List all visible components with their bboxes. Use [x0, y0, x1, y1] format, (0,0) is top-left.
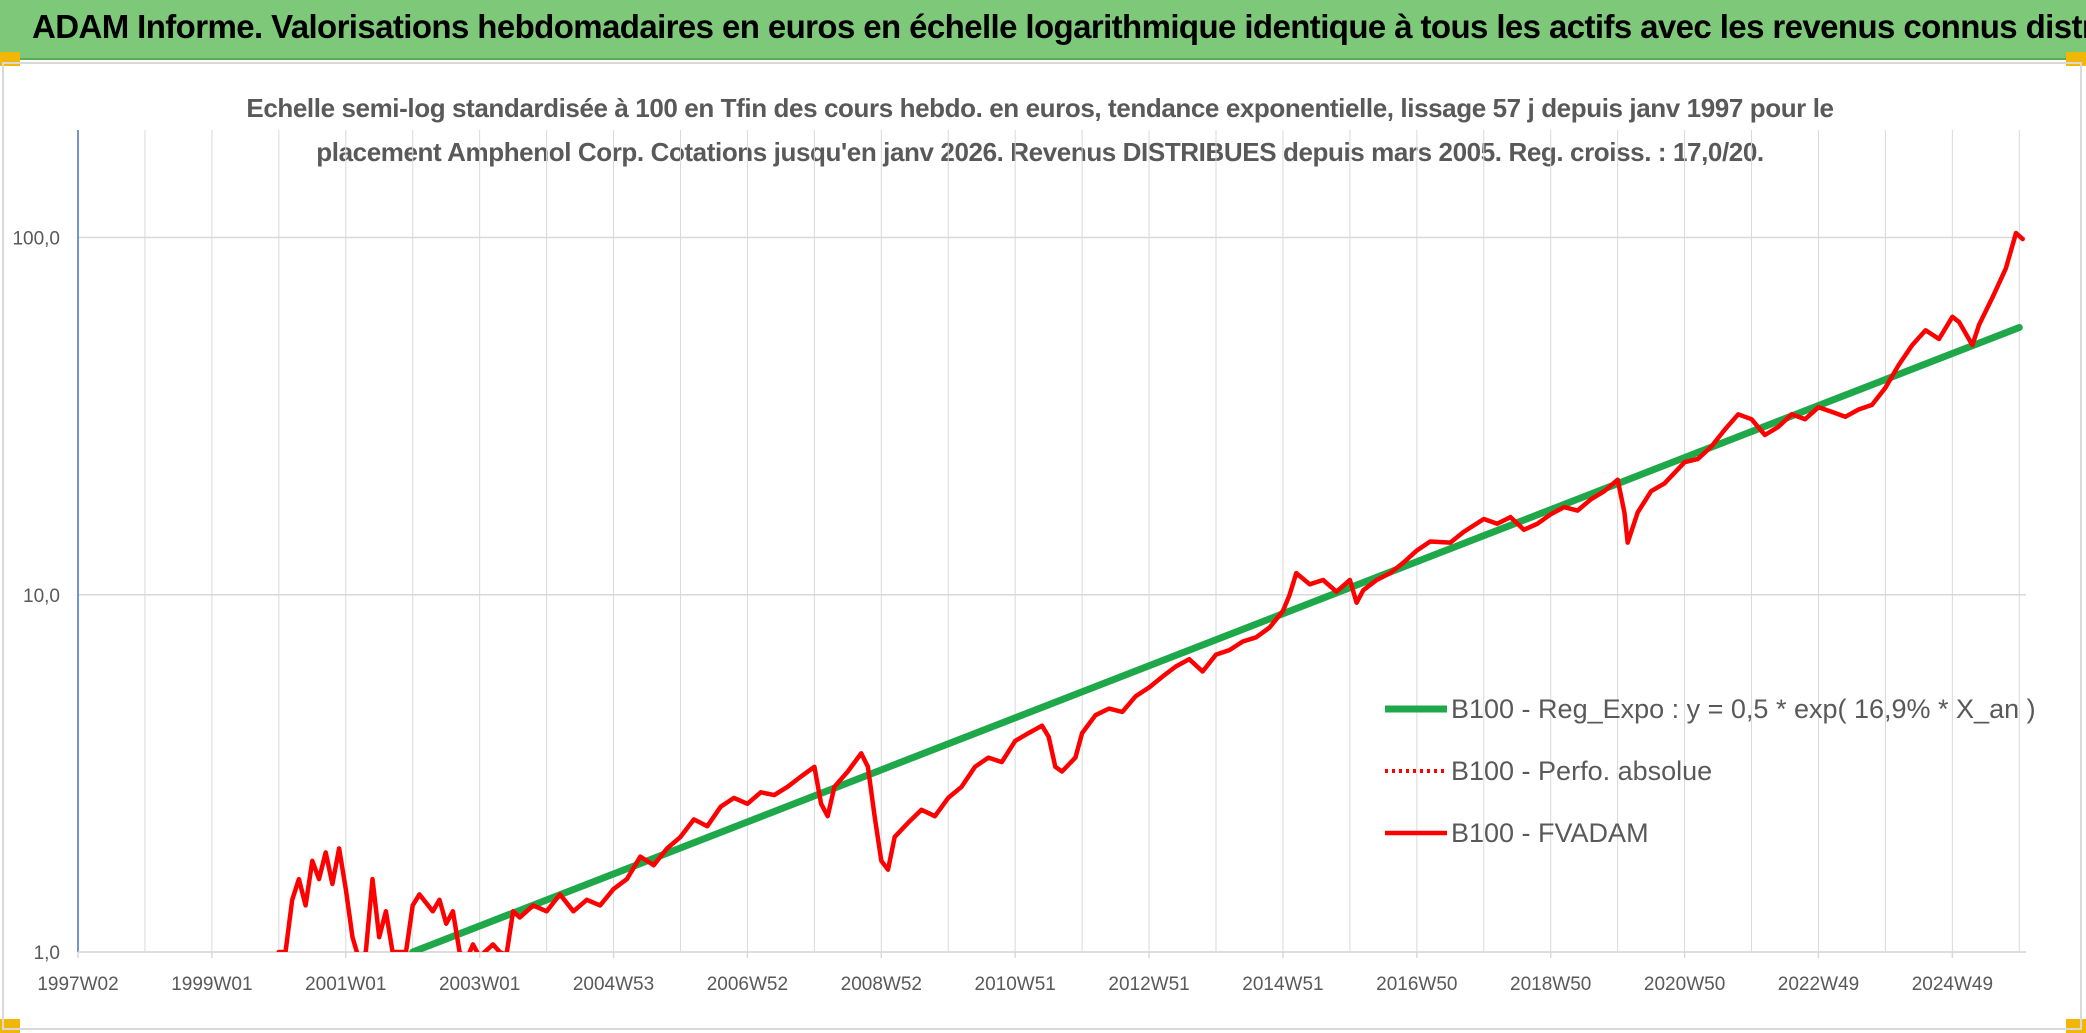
- chart-title-line-2: placement Amphenol Corp. Cotations jusqu…: [316, 137, 1764, 167]
- series-line-3: [276, 230, 2025, 952]
- chart-title-line-1: Echelle semi-log standardisée à 100 en T…: [246, 93, 1834, 123]
- x-tick-label: 2016W50: [1376, 974, 1457, 995]
- chart-title: Echelle semi-log standardisée à 100 en T…: [160, 86, 1920, 174]
- x-tick-label: 2012W51: [1108, 974, 1189, 995]
- report-banner: ADAM Informe. Valorisations hebdomadaire…: [0, 0, 2086, 60]
- legend-label-1: B100 - Reg_Expo : y = 0,5 * exp( 16,9% *…: [1451, 694, 2036, 724]
- x-tick-label: 2003W01: [439, 974, 520, 995]
- x-tick-label: 2024W49: [1912, 974, 1993, 995]
- legend-label-2: B100 - Perfo. absolue: [1451, 756, 1712, 786]
- x-tick-label: 2006W52: [707, 974, 788, 995]
- series-line-1: [409, 324, 2023, 952]
- report-title: ADAM Informe. Valorisations hebdomadaire…: [32, 8, 2086, 45]
- y-tick-label: 10,0: [23, 586, 60, 607]
- x-tick-label: 1999W01: [171, 974, 252, 995]
- x-tick-label: 2014W51: [1242, 974, 1323, 995]
- x-tick-label: 2001W01: [305, 974, 386, 995]
- y-tick-label: 1,0: [34, 943, 60, 964]
- legend-label-3: B100 - FVADAM: [1451, 818, 1649, 848]
- y-tick-label: 100,0: [12, 229, 60, 250]
- x-tick-label: 2010W51: [975, 974, 1056, 995]
- x-tick-label: 2008W52: [841, 974, 922, 995]
- chart-frame: [2, 62, 2082, 1030]
- x-tick-label: 2022W49: [1778, 974, 1859, 995]
- x-tick-label: 2018W50: [1510, 974, 1591, 995]
- x-tick-label: 1997W02: [37, 974, 118, 995]
- x-tick-label: 2020W50: [1644, 974, 1725, 995]
- x-tick-label: 2004W53: [573, 974, 654, 995]
